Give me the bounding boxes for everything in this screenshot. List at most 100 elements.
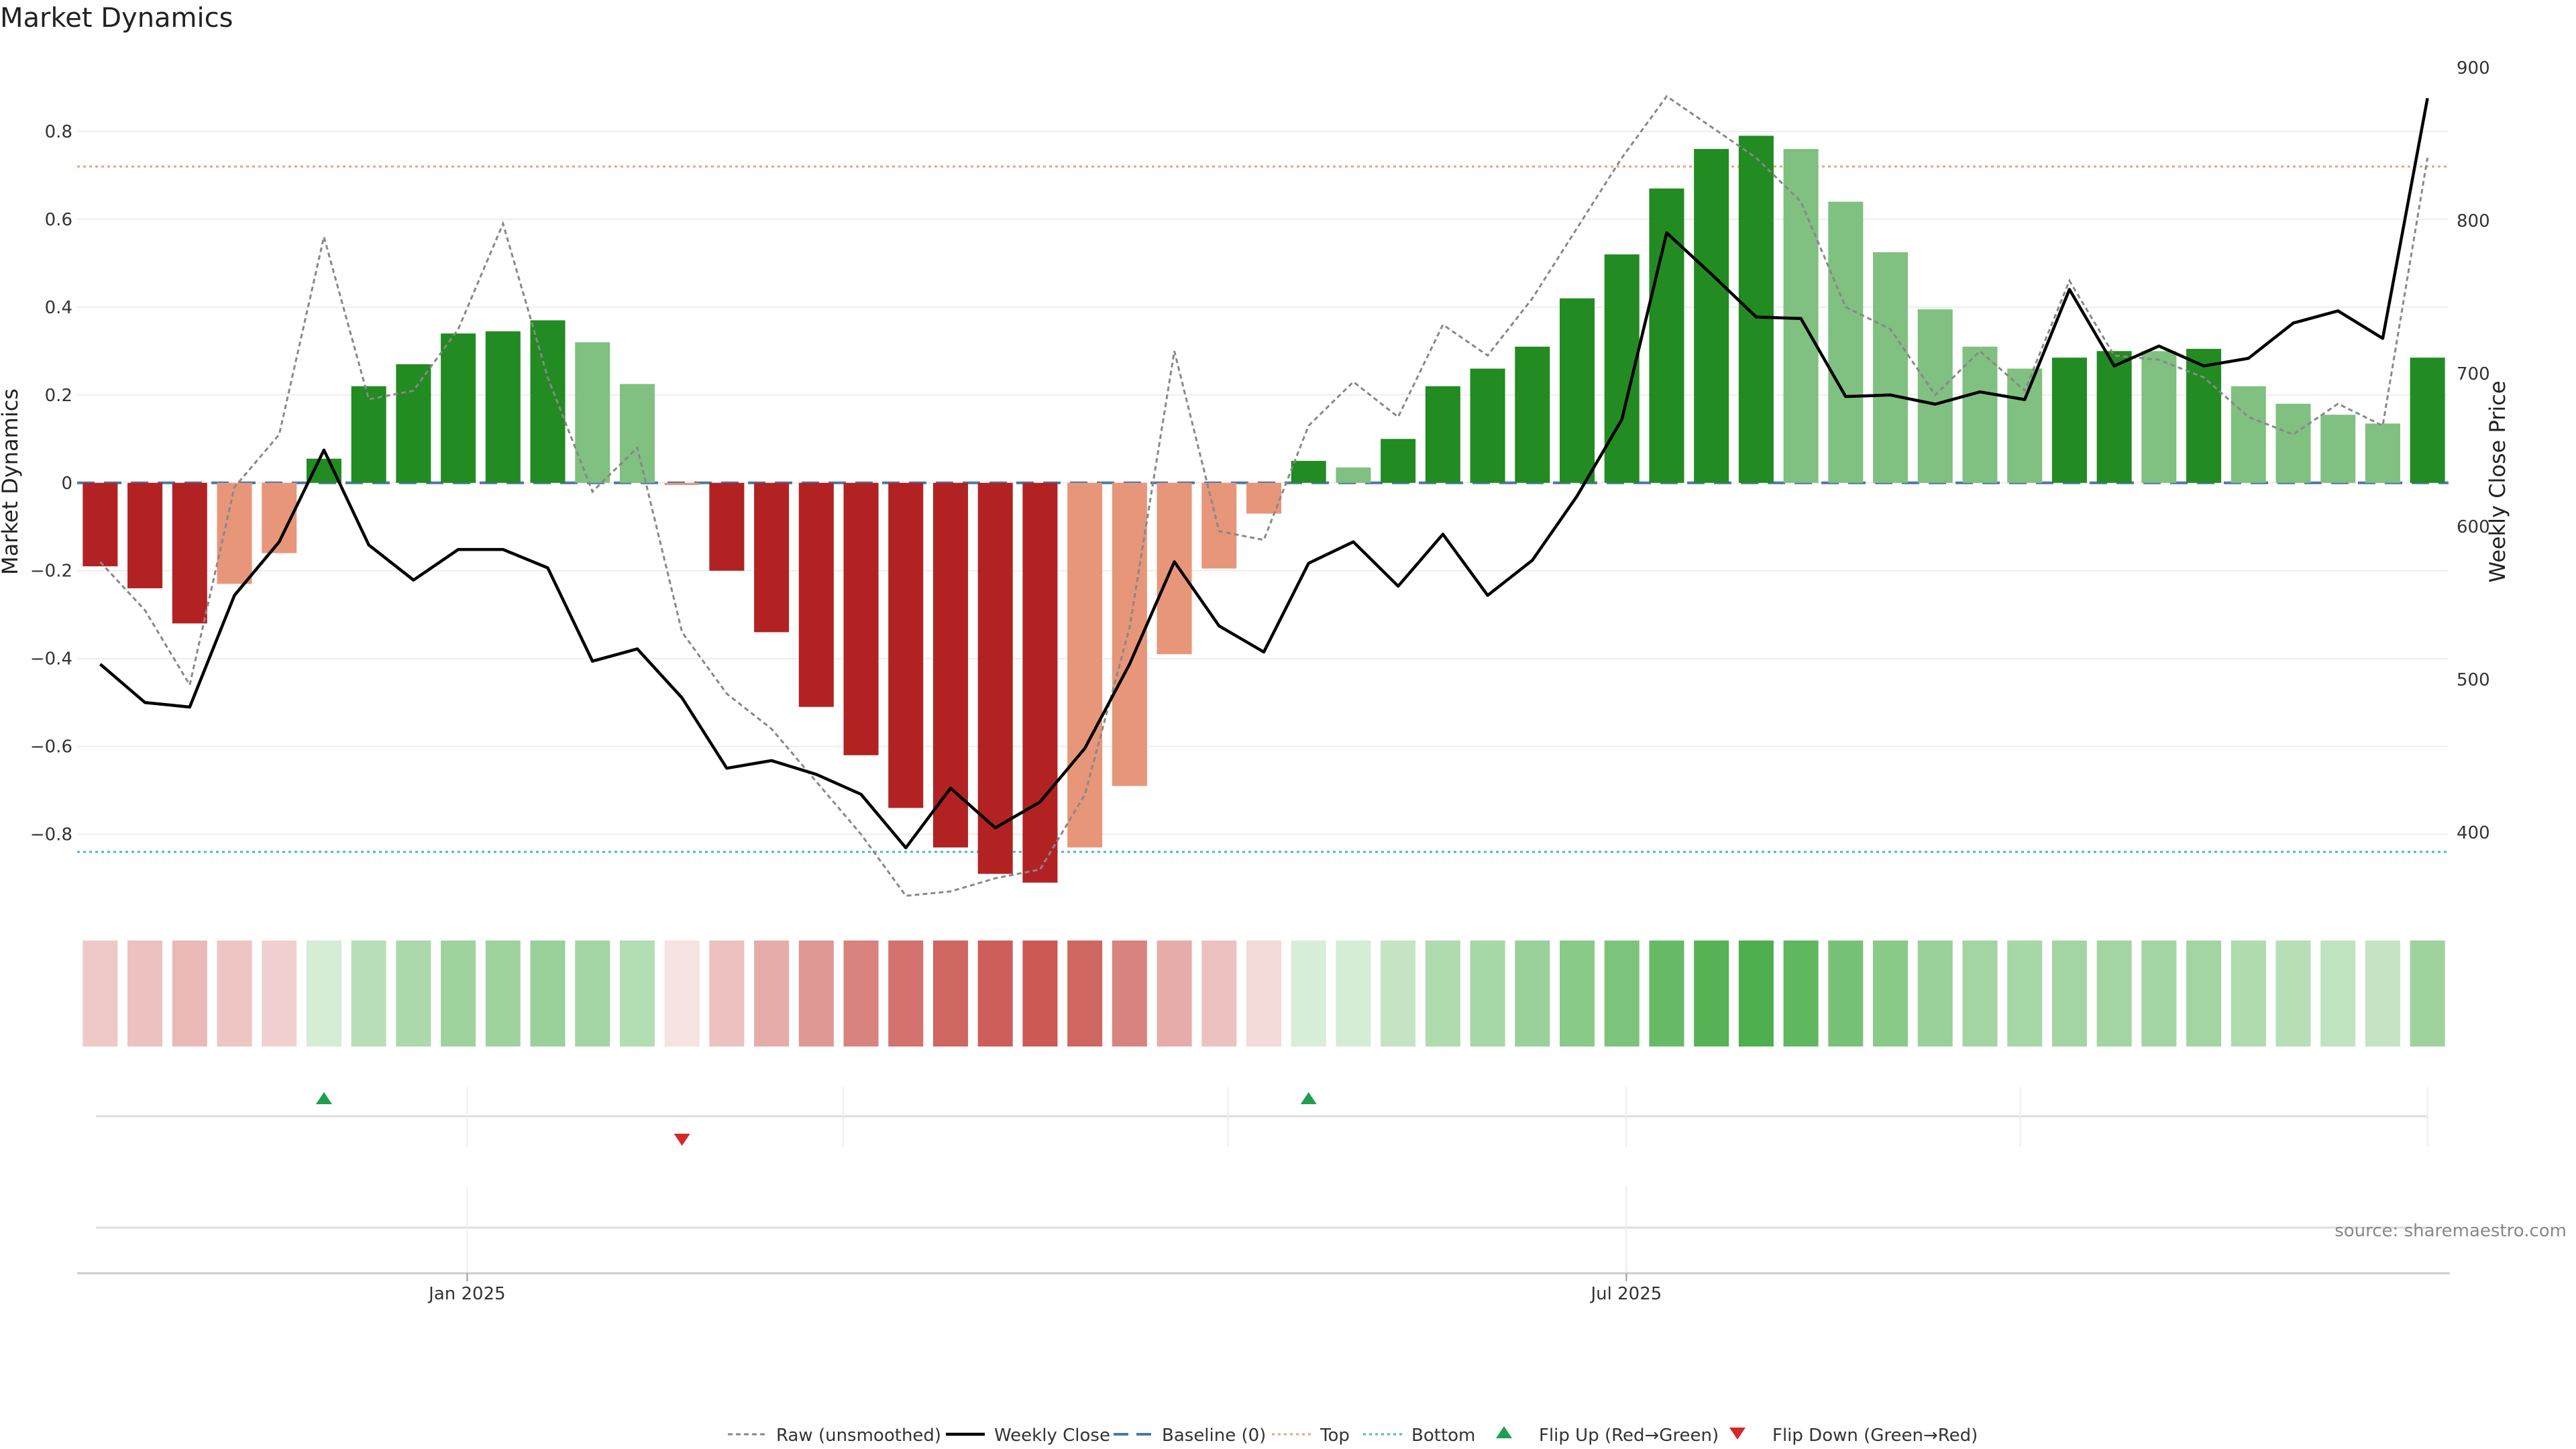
legend-label: Raw (unsmoothed) xyxy=(776,1426,941,1446)
heat-cell xyxy=(1246,941,1282,1046)
right-y-axis: 400 500 600 700 800 900 xyxy=(2457,58,2490,843)
heat-cell xyxy=(1067,941,1103,1046)
raw-unsmoothed-series xyxy=(99,95,2429,897)
heat-cell xyxy=(127,941,163,1046)
heat-cell xyxy=(575,941,610,1046)
bar xyxy=(932,482,969,848)
heat-cell xyxy=(843,941,879,1046)
bar xyxy=(2141,351,2177,483)
legend-label: Top xyxy=(1320,1426,1350,1446)
x-axis: Jan 2025 Jul 2025 xyxy=(77,1272,2450,1304)
bar xyxy=(1157,482,1192,655)
heat-cell xyxy=(1783,941,1819,1046)
bar xyxy=(1067,482,1103,848)
bar xyxy=(485,331,521,483)
heat-cell xyxy=(798,941,834,1046)
heat-cell xyxy=(1470,941,1505,1046)
right-y-tick-label: 400 xyxy=(2457,823,2490,843)
flip-up-marker xyxy=(315,1092,332,1104)
bar xyxy=(2051,358,2087,483)
heat-cell xyxy=(2320,941,2356,1046)
bar xyxy=(1381,439,1416,483)
legend-label: Flip Down (Green→Red) xyxy=(1772,1426,1978,1446)
left-y-tick-label: 0.2 xyxy=(45,386,72,406)
heat-cell xyxy=(351,941,386,1046)
bar xyxy=(1022,482,1058,883)
bar xyxy=(2096,351,2132,483)
bar xyxy=(888,482,924,808)
bar xyxy=(441,333,476,483)
bar xyxy=(2231,386,2266,483)
legend-label: Flip Up (Red→Green) xyxy=(1539,1426,1719,1446)
legend: Raw (unsmoothed) Weekly Close Baseline (0)… xyxy=(728,1426,1978,1446)
heat-cell xyxy=(2007,941,2043,1046)
heat-cell xyxy=(2275,941,2311,1046)
left-y-tick-label: −0.8 xyxy=(30,825,72,845)
legend-item: Weekly Close xyxy=(946,1426,1110,1446)
heat-cell xyxy=(977,941,1013,1046)
bar xyxy=(2186,349,2222,483)
bar xyxy=(2275,403,2311,483)
left-y-tick-label: 0.8 xyxy=(45,122,72,142)
heat-cell xyxy=(1112,941,1147,1046)
source-note: source: sharemaestro.com xyxy=(2334,1221,2567,1241)
bar xyxy=(754,482,790,633)
weekly-close-line xyxy=(99,97,2429,850)
bar xyxy=(127,482,163,588)
left-y-tick-label: 0 xyxy=(61,474,72,494)
right-y-tick-label: 800 xyxy=(2457,211,2490,231)
legend-item: Flip Up (Red→Green) xyxy=(1496,1426,1719,1446)
heat-cell xyxy=(619,941,655,1046)
bar xyxy=(1828,201,1864,483)
heat-cell xyxy=(1962,941,1998,1046)
x-tick-label: Jan 2025 xyxy=(427,1284,506,1304)
right-y-tick-label: 500 xyxy=(2457,670,2490,690)
bar xyxy=(172,482,207,624)
heat-cell xyxy=(1381,941,1416,1046)
legend-swatch xyxy=(1496,1426,1512,1438)
x-tick-label: Jul 2025 xyxy=(1590,1284,1662,1304)
bar xyxy=(1873,252,1909,483)
right-y-tick-label: 700 xyxy=(2457,364,2490,384)
bar xyxy=(1783,149,1819,483)
left-y-tick-label: −0.2 xyxy=(30,561,72,582)
heat-cell xyxy=(441,941,476,1046)
heat-cell xyxy=(2410,941,2445,1046)
bar xyxy=(1694,149,1729,483)
heat-cell xyxy=(2141,941,2177,1046)
legend-swatch xyxy=(1729,1428,1746,1440)
right-y-axis-label: Weekly Close Price xyxy=(2485,380,2510,582)
heat-cell xyxy=(262,941,297,1046)
bar xyxy=(396,364,431,483)
heat-cell xyxy=(1917,941,1953,1046)
heat-cell xyxy=(530,941,566,1046)
bar xyxy=(217,482,252,584)
bar xyxy=(977,482,1013,874)
left-y-axis: −0.8 −0.6 −0.4 −0.2 0 0.2 0.4 0.6 0.8 xyxy=(30,122,72,845)
heat-cell xyxy=(754,941,790,1046)
weekly-close-series xyxy=(99,97,2429,850)
heat-cell xyxy=(2186,941,2222,1046)
heat-cell xyxy=(1873,941,1909,1046)
heat-cell xyxy=(1738,941,1774,1046)
left-y-tick-label: 0.6 xyxy=(45,210,72,230)
chart-title: Market Dynamics xyxy=(0,3,233,34)
bar xyxy=(664,482,700,486)
bars xyxy=(83,136,2445,883)
raw-unsmoothed-line xyxy=(99,95,2429,897)
bar xyxy=(351,386,386,483)
heat-cell xyxy=(1425,941,1460,1046)
heat-cell xyxy=(306,941,341,1046)
flip-down-marker xyxy=(674,1134,690,1146)
legend-item: Baseline (0) xyxy=(1114,1426,1266,1446)
legend-label: Weekly Close xyxy=(994,1426,1110,1446)
heat-cell xyxy=(1694,941,1729,1046)
legend-item: Top xyxy=(1272,1426,1350,1446)
legend-label: Bottom xyxy=(1411,1426,1475,1446)
bar xyxy=(843,482,879,755)
bar xyxy=(1559,298,1595,483)
bar xyxy=(530,320,566,483)
left-y-tick-label: 0.4 xyxy=(45,298,72,318)
left-y-tick-label: −0.4 xyxy=(30,649,72,669)
